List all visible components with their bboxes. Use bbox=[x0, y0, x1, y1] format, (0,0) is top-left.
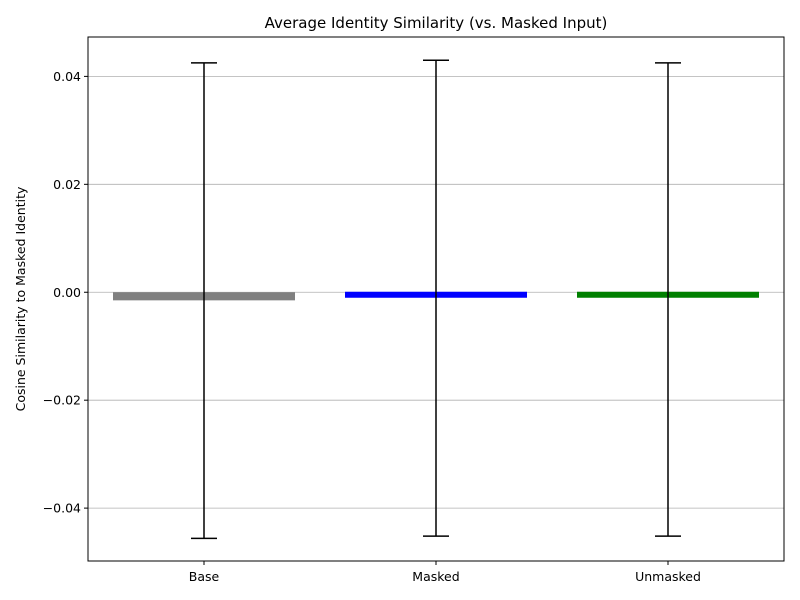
y-tick-label: 0.04 bbox=[53, 69, 81, 84]
x-tick-label: Unmasked bbox=[635, 569, 701, 584]
x-ticks: Base Masked Unmasked bbox=[189, 561, 701, 584]
error-bars bbox=[191, 59, 681, 540]
x-tick-label: Masked bbox=[412, 569, 459, 584]
y-tick-label: −0.04 bbox=[43, 501, 81, 516]
y-ticks: −0.04 −0.02 0.00 0.02 0.04 bbox=[43, 69, 88, 516]
x-tick-label: Base bbox=[189, 569, 220, 584]
y-tick-label: 0.00 bbox=[53, 285, 81, 300]
y-tick-label: 0.02 bbox=[53, 177, 81, 192]
y-axis-label: Cosine Similarity to Masked Identity bbox=[13, 186, 28, 411]
chart-title: Average Identity Similarity (vs. Masked … bbox=[265, 14, 608, 32]
y-tick-label: −0.02 bbox=[43, 393, 81, 408]
